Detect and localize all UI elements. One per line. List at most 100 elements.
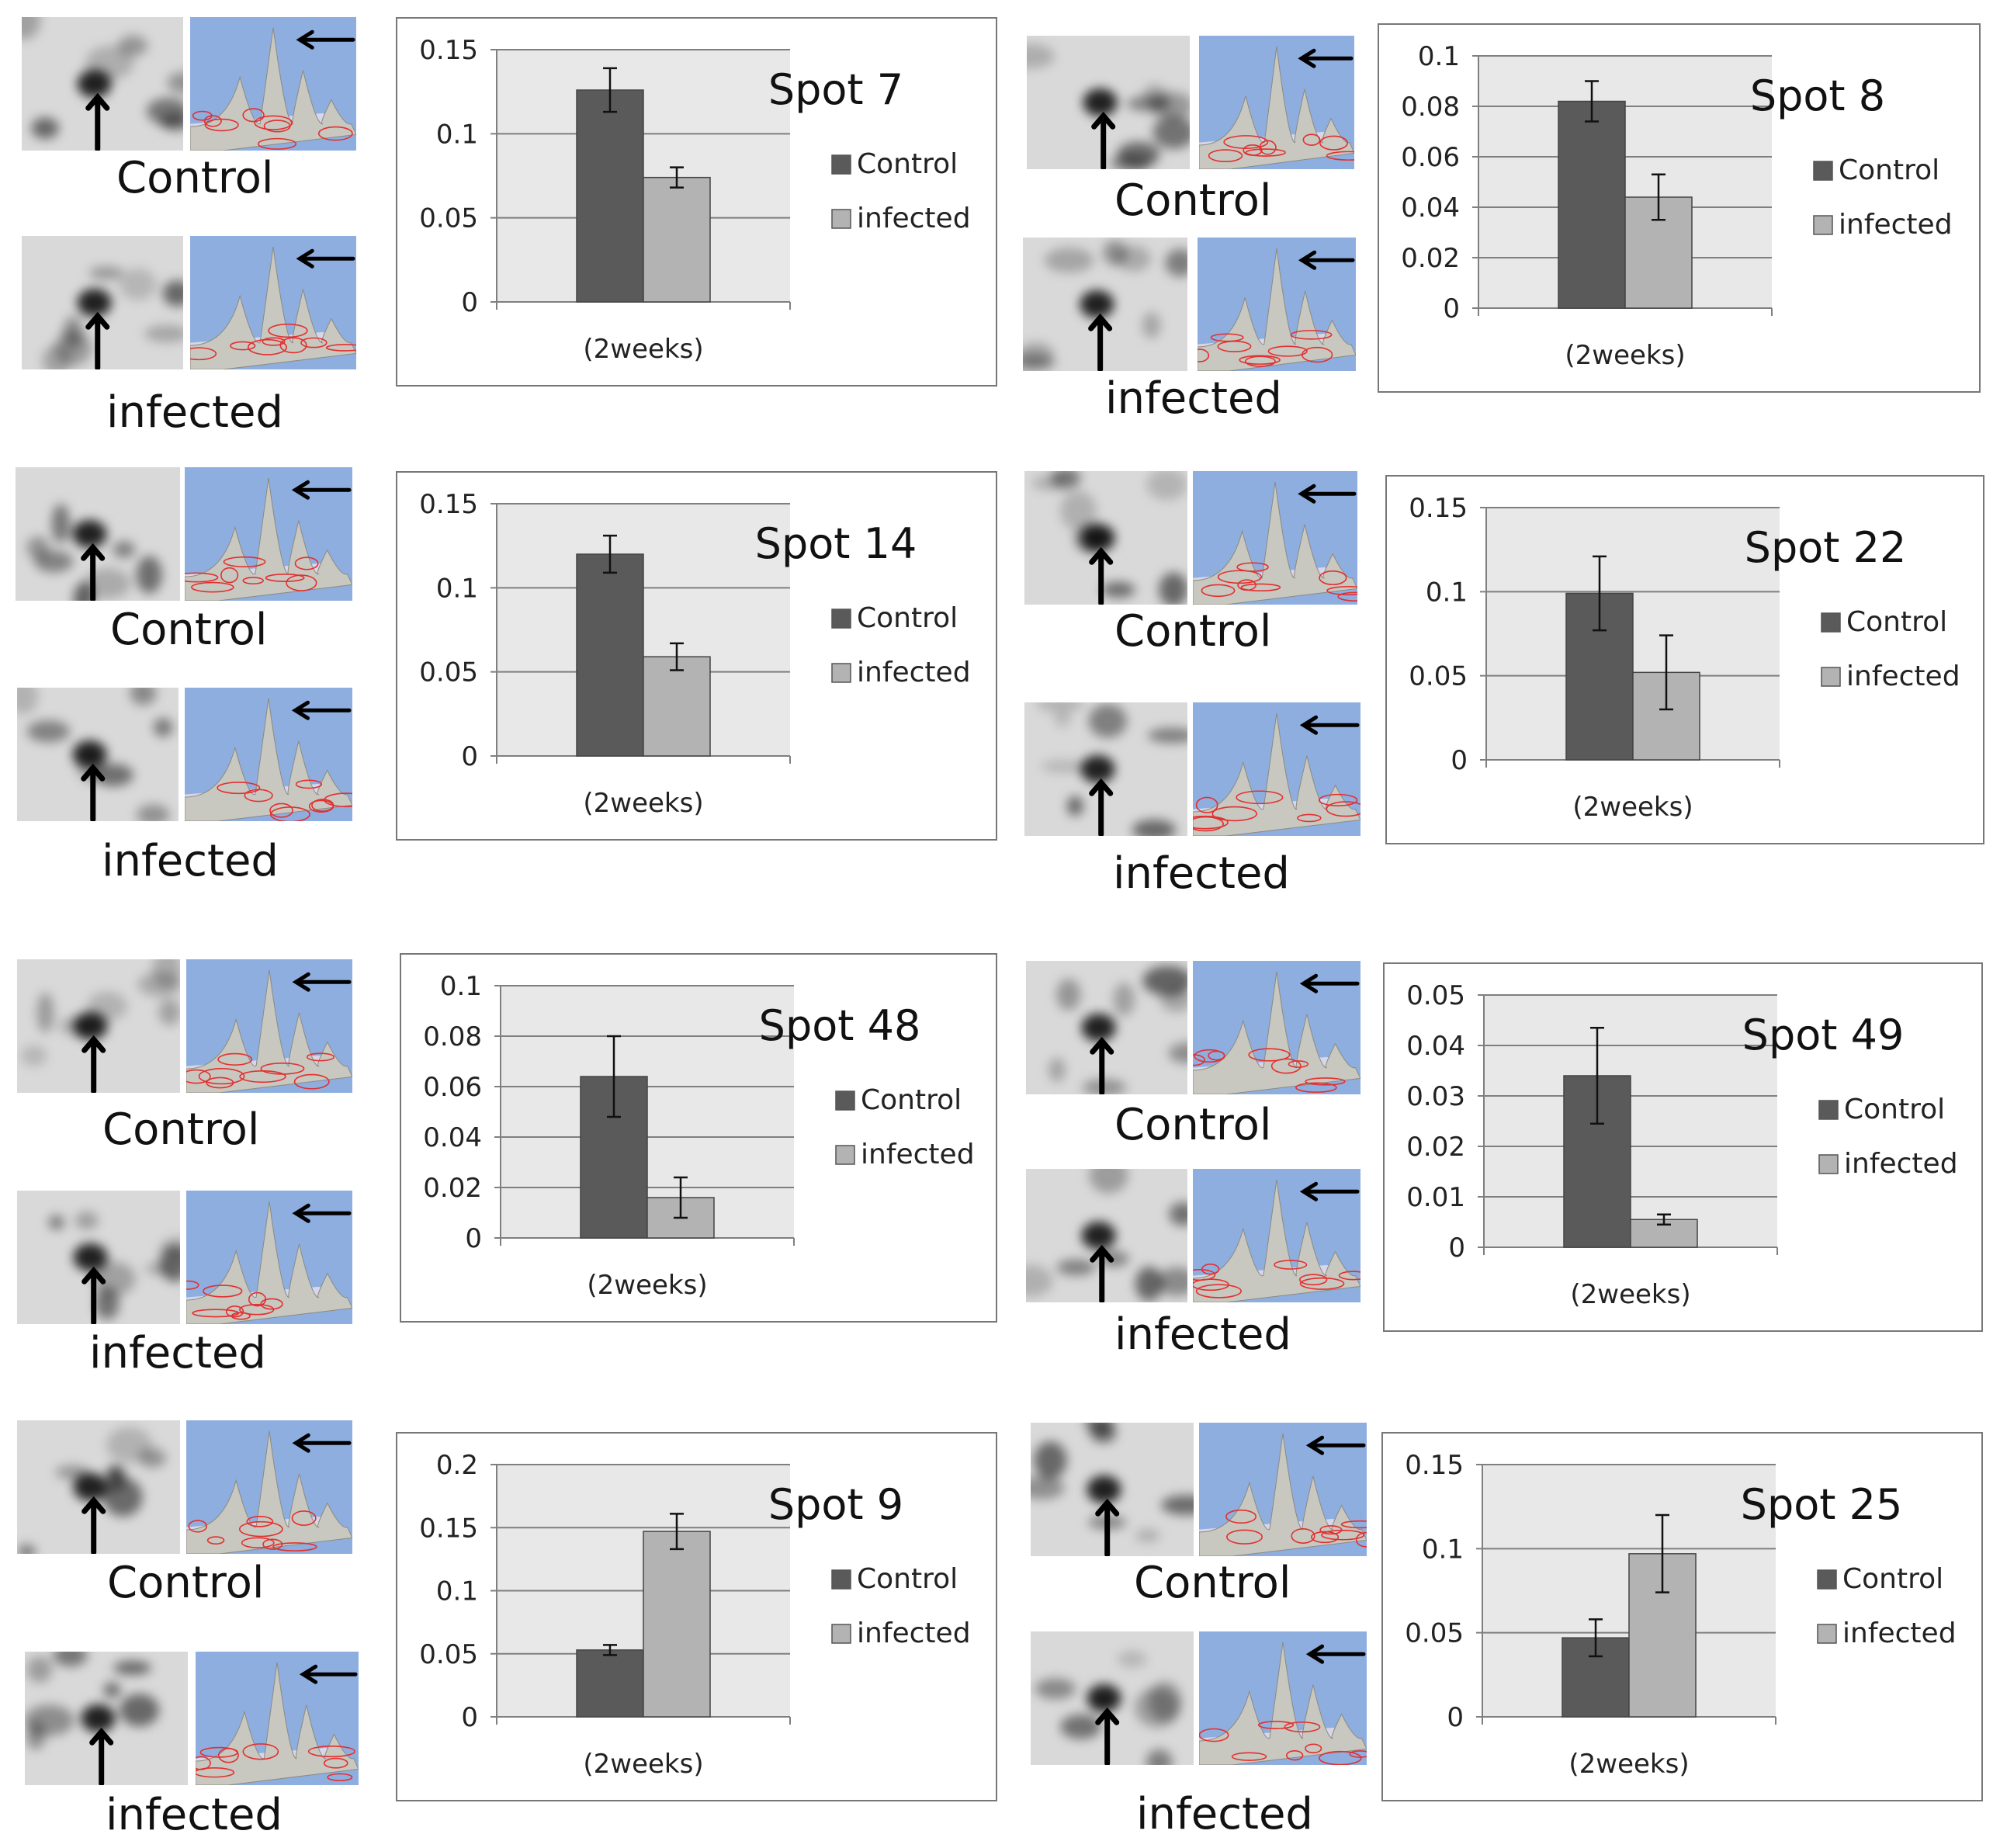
infected-label: infected [106,1790,282,1840]
control-gel-image [1027,36,1190,169]
y-tick-label: 0.05 [1409,661,1468,692]
error-bar-infected [1655,1513,1669,1593]
y-tick-label: 0 [461,741,478,772]
control-gel-image [16,467,180,601]
arrow-left-icon [291,480,352,500]
x-axis-label: (2weeks) [1565,340,1685,371]
control-label: Control [110,605,268,655]
infected-label: infected [1136,1789,1313,1839]
chart-title: Spot 48 [759,1001,921,1050]
control-label: Control [1114,1100,1272,1150]
control-3d-peak-image [1199,1423,1367,1556]
y-tick-label: 0.02 [1401,243,1460,274]
legend-swatch [831,608,851,629]
control-3d-peak-image [186,959,352,1093]
x-axis-label: (2weeks) [583,788,703,819]
legend-label: Control [861,1084,962,1116]
bar-infected [643,656,711,757]
arrow-left-icon [1299,973,1360,993]
y-tick-label: 0 [461,287,478,318]
legend-swatch [1821,667,1841,687]
arrow-up-icon [81,1496,106,1554]
y-tick-label: 0.04 [1406,1031,1465,1062]
y-tick-label: 0 [1451,745,1468,776]
arrow-up-icon [81,543,106,601]
y-tick-label: 0 [461,1702,478,1733]
legend-swatch [831,209,851,229]
chart-title: Spot 8 [1750,71,1885,120]
control-gel-image [1026,961,1187,1094]
legend-label: Control [1842,1563,1943,1595]
legend-label: Control [857,602,958,634]
control-gel-image [22,17,183,151]
legend-label: infected [857,203,971,234]
infected-3d-peak-image [190,236,356,369]
arrow-up-icon [1088,313,1113,371]
y-tick-label: 0.15 [1405,1450,1464,1481]
arrow-up-icon [81,763,106,821]
y-tick-label: 0.1 [440,971,482,1002]
chart-title: Spot 7 [768,65,903,114]
legend-label: Control [857,1563,958,1595]
chart-title: Spot 22 [1745,523,1907,572]
arrow-left-icon [1298,484,1357,504]
control-label: Control [102,1104,260,1155]
bar-control [1558,100,1626,309]
spot-48-chart: 0 0.02 0.04 0.06 0.08 0.1 (2weeks) Spot 48 Contr… [400,953,997,1323]
infected-3d-peak-image [196,1652,359,1785]
arrow-up-icon [1089,778,1114,836]
arrow-up-icon [85,311,110,369]
infected-gel-image [25,1652,188,1785]
error-bar-control [1589,1618,1603,1658]
error-bar-control [603,534,617,574]
arrow-left-icon [296,248,355,269]
y-tick-label: 0.2 [436,1450,478,1481]
legend-swatch [1817,1624,1837,1644]
y-tick-label: 0.04 [1401,192,1460,224]
legend-label: infected [1846,660,1960,692]
error-bar-control [603,1644,617,1656]
y-tick-label: 0.05 [1406,980,1465,1011]
legend-label: infected [1844,1148,1958,1180]
legend-swatch [1813,215,1833,235]
control-3d-peak-image [1199,36,1354,169]
spot-25-chart: 0 0.05 0.1 0.15 (2weeks) Spot 25 Control infect… [1381,1432,1983,1801]
legend-swatch [835,1145,855,1165]
chart-title: Spot 49 [1742,1011,1905,1059]
infected-3d-peak-image [1199,1631,1367,1765]
y-tick-label: 0.08 [423,1021,482,1052]
infected-gel-image [1024,702,1187,836]
error-bar-control [607,1035,621,1118]
arrow-up-icon [1095,1707,1120,1765]
spot-22-chart: 0 0.05 0.1 0.15 (2weeks) Spot 22 Control infect… [1385,475,1984,844]
infected-label: infected [89,1328,266,1378]
legend-label: Control [857,148,958,180]
arrow-left-icon [292,972,352,992]
arrow-left-icon [1305,1435,1366,1455]
spot-9-chart: 0 0.05 0.1 0.15 0.2 (2weeks) Spot 9 Control infe… [396,1432,997,1801]
y-tick-label: 0.01 [1406,1182,1465,1213]
legend-label: infected [1842,1617,1957,1649]
control-label: Control [116,153,274,203]
infected-gel-image [17,1191,180,1324]
y-tick-label: 0 [1443,293,1460,324]
bar-infected [643,1531,711,1718]
bar-control [576,553,644,757]
arrow-up-icon [85,92,110,151]
infected-gel-image [17,688,179,821]
legend-swatch [1817,1569,1837,1590]
arrow-up-icon [1089,546,1114,605]
arrow-left-icon [291,700,352,720]
legend-swatch [1821,612,1841,633]
control-gel-image [1031,1423,1194,1556]
control-3d-peak-image [186,1420,352,1554]
y-tick-label: 0 [465,1223,482,1254]
arrow-left-icon [1298,250,1355,270]
infected-3d-peak-image [185,688,352,821]
infected-label: infected [1114,1309,1291,1360]
y-tick-label: 0.1 [1422,1534,1464,1565]
chart-title: Spot 14 [755,519,917,568]
control-label: Control [1114,606,1272,657]
arrow-left-icon [1299,1181,1360,1201]
infected-label: infected [106,387,283,438]
